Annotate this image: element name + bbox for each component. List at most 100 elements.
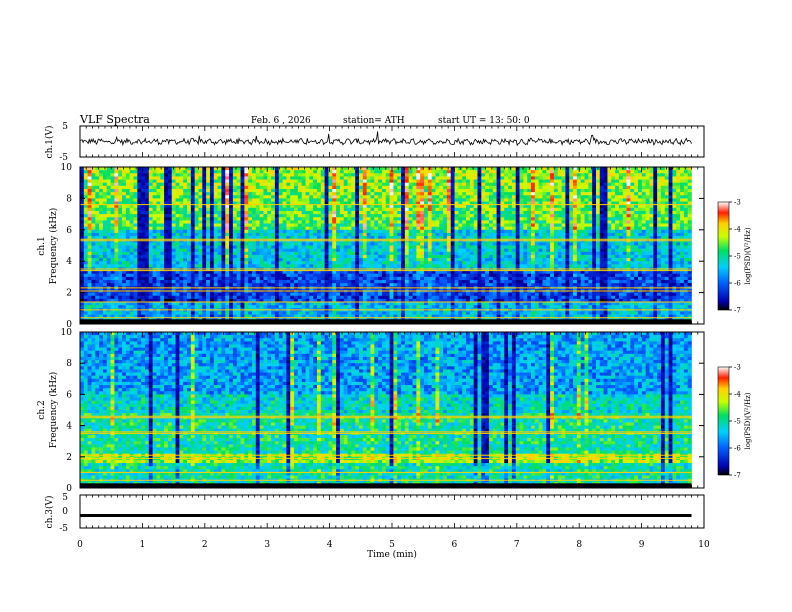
spectrogram-cell <box>298 220 302 223</box>
spectrogram-cell <box>313 189 317 192</box>
spectrogram-cell <box>336 205 340 208</box>
spectrogram-cell <box>554 183 558 186</box>
spectrogram-cell <box>462 186 466 189</box>
spectrogram-cell <box>611 211 615 214</box>
spectrogram-cell <box>340 180 344 183</box>
spectrogram-cell <box>581 205 585 208</box>
spectrogram-cell <box>604 180 608 183</box>
spectrogram-cell <box>302 186 306 189</box>
spectrogram-cell <box>619 186 623 189</box>
spectrogram-cell <box>80 217 84 220</box>
spectrogram-cell <box>630 186 634 189</box>
spectrogram-cell <box>118 192 122 195</box>
spectrogram-cell <box>611 214 615 217</box>
spectrogram-cell <box>531 198 535 201</box>
spectrogram-cell <box>179 205 183 208</box>
spectrogram-cell <box>374 167 378 170</box>
spectrogram-cell <box>577 186 581 189</box>
spectrogram-cell <box>458 220 462 223</box>
spectrogram-cell <box>611 208 615 211</box>
spectrogram-cell <box>298 208 302 211</box>
spectrogram-cell <box>642 186 646 189</box>
spectrogram-cell <box>313 220 317 223</box>
spectrogram-cell <box>156 189 160 192</box>
spectrogram-cell <box>435 176 439 179</box>
spectrogram-cell <box>107 189 111 192</box>
spectrogram-cell <box>172 192 176 195</box>
spectrogram-cell <box>80 170 84 173</box>
spectrogram-cell <box>248 220 252 223</box>
spectrogram-cell <box>325 208 329 211</box>
spectrogram-cell <box>393 189 397 192</box>
spectrogram-cell <box>500 214 504 217</box>
spectrogram-cell <box>263 224 267 227</box>
spectrogram-cell <box>351 233 355 236</box>
spectrogram-cell <box>435 183 439 186</box>
spectrogram-cell <box>581 192 585 195</box>
spectrogram-cell <box>183 233 187 236</box>
spectrogram-cell <box>99 195 103 198</box>
spectrogram-cell <box>355 205 359 208</box>
spectrogram-cell <box>684 183 688 186</box>
spectrogram-cell <box>439 186 443 189</box>
spectrogram-cell <box>531 189 535 192</box>
spectrogram-cell <box>187 170 191 173</box>
spectrogram-cell <box>195 189 199 192</box>
spectrogram-cell <box>103 173 107 176</box>
spectrogram-cell <box>317 208 321 211</box>
spectrogram-cell <box>225 170 229 173</box>
spectrogram-cell <box>332 230 336 233</box>
spectrogram-cell <box>279 180 283 183</box>
spectrogram-cell <box>439 230 443 233</box>
spectrogram-cell <box>451 195 455 198</box>
spectrogram-cell <box>581 227 585 230</box>
spectrogram-cell <box>80 208 84 211</box>
spectrogram-cell <box>451 214 455 217</box>
spectrogram-cell <box>669 224 673 227</box>
spectrogram-cell <box>195 224 199 227</box>
spectrogram-cell <box>393 192 397 195</box>
spectrogram-cell <box>393 217 397 220</box>
spectrogram-cell <box>523 189 527 192</box>
spectrogram-cell <box>172 214 176 217</box>
spectrogram-cell <box>156 180 160 183</box>
spectrogram-cell <box>137 192 141 195</box>
spectrogram-cell <box>424 224 428 227</box>
spectrogram-cell <box>508 186 512 189</box>
spectrogram-cell <box>252 208 256 211</box>
spectrogram-cell <box>126 186 130 189</box>
spectrogram-cell <box>565 224 569 227</box>
spectrogram-cell <box>523 173 527 176</box>
spectrogram-cell <box>489 224 493 227</box>
spectrogram-cell <box>122 198 126 201</box>
spectrogram-cell <box>477 198 481 201</box>
spectrogram-cell <box>233 217 237 220</box>
spectrogram-cell <box>336 192 340 195</box>
spectrogram-cell <box>168 167 172 170</box>
spectrogram-cell <box>210 214 214 217</box>
spectrogram-cell <box>393 183 397 186</box>
spectrogram-cell <box>416 205 420 208</box>
spectrogram-cell <box>256 192 260 195</box>
spectrogram-cell <box>653 180 657 183</box>
spectrogram-cell <box>523 180 527 183</box>
spectrogram-cell <box>669 186 673 189</box>
spectrogram-cell <box>550 170 554 173</box>
spectrogram-cell <box>168 205 172 208</box>
spectrogram-cell <box>88 224 92 227</box>
spectrogram-cell <box>145 242 149 245</box>
spectrogram-cell <box>348 176 352 179</box>
spectrogram-cell <box>653 189 657 192</box>
spectrogram-cell <box>348 198 352 201</box>
spectrogram-cell <box>604 195 608 198</box>
spectrogram-cell <box>470 214 474 217</box>
spectrogram-cell <box>535 173 539 176</box>
spectrogram-cell <box>546 230 550 233</box>
spectrogram-cell <box>164 217 168 220</box>
spectrogram-cell <box>493 205 497 208</box>
spectrogram-cell <box>195 205 199 208</box>
spectrogram-cell <box>95 186 99 189</box>
spectrogram-cell <box>649 233 653 236</box>
spectrogram-cell <box>585 211 589 214</box>
spectrogram-cell <box>607 211 611 214</box>
